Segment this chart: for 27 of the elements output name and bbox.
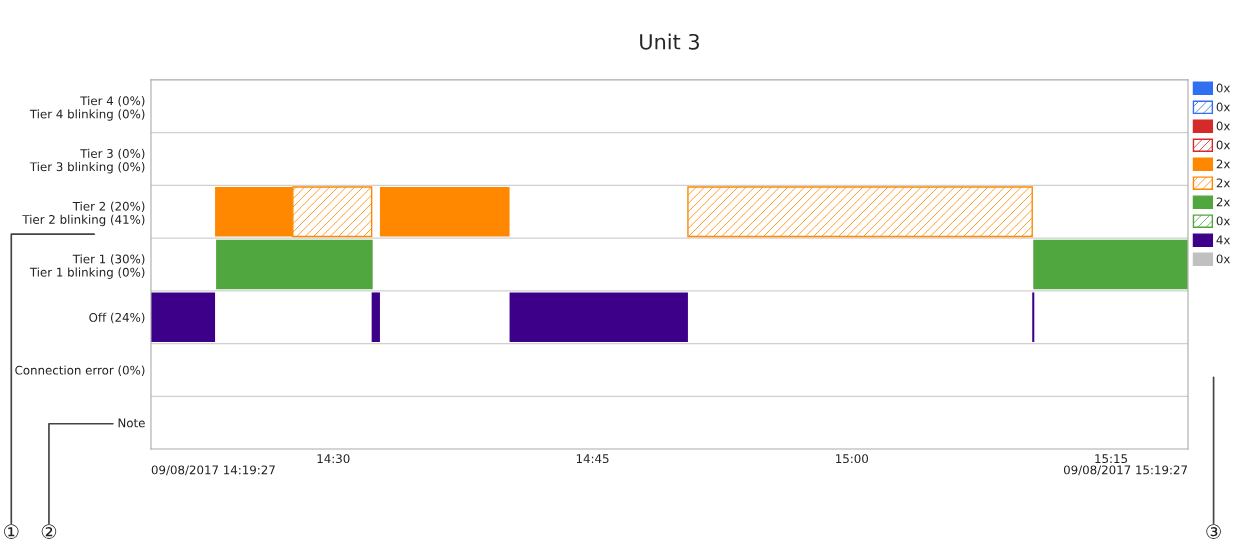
legend-label: 4x: [1216, 235, 1230, 245]
text: 09/08/2017 15:19:27: [1063, 465, 1187, 476]
legend-label: 2x: [1216, 159, 1230, 169]
x-tick-label: 14:30: [317, 454, 350, 464]
x-tick-label: 14:45: [576, 454, 609, 464]
text: ③: [1206, 524, 1221, 539]
legend-label: 2x: [1216, 197, 1230, 207]
text: 09/08/2017 14:19:27: [151, 465, 275, 476]
legend-label: 0x: [1216, 140, 1230, 150]
legend-label: 0x: [1216, 254, 1230, 264]
text: ①: [4, 524, 19, 539]
legend-label: 0x: [1216, 121, 1230, 131]
legend-label: 0x: [1216, 83, 1230, 93]
x-tick-label: 15:15: [1095, 454, 1128, 464]
y-tick-label: Off (24%): [89, 312, 145, 324]
legend-label: 0x: [1216, 216, 1230, 226]
text: ②: [41, 524, 57, 539]
y-tick-label: Tier 2 (20%) Tier 2 blinking (41%): [22, 201, 145, 227]
chart-title: Unit 3: [640, 33, 699, 50]
y-tick-label: Tier 1 (30%) Tier 1 blinking (0%): [29, 254, 145, 279]
y-tick-label: Connection error (0%): [15, 365, 145, 376]
y-tick-label: Tier 3 (0%) Tier 3 blinking (0%): [29, 148, 145, 174]
y-tick-label: Note: [118, 418, 145, 428]
x-tick-label: 15:00: [836, 454, 869, 464]
y-tick-label: Tier 4 (0%) Tier 4 blinking (0%): [29, 96, 145, 121]
legend-label: 0x: [1216, 102, 1230, 112]
legend-label: 2x: [1216, 178, 1230, 188]
